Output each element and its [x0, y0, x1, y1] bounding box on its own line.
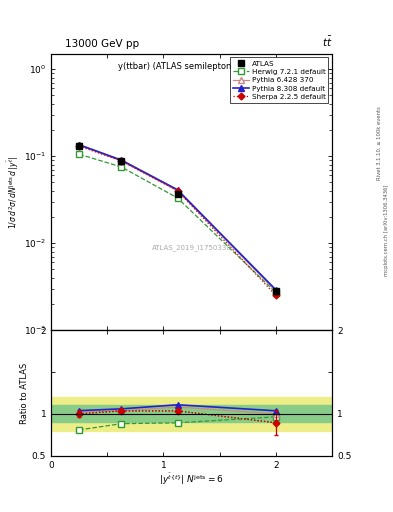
Text: $t\bar{t}$: $t\bar{t}$: [321, 34, 332, 49]
Text: Rivet 3.1.10, ≥ 100k events: Rivet 3.1.10, ≥ 100k events: [377, 106, 382, 180]
Text: ATLAS_2019_I1750330: ATLAS_2019_I1750330: [152, 244, 231, 250]
Y-axis label: Ratio to ATLAS: Ratio to ATLAS: [20, 362, 29, 423]
Bar: [51, 406, 332, 422]
Text: mcplots.cern.ch [arXiv:1306.3436]: mcplots.cern.ch [arXiv:1306.3436]: [384, 185, 389, 276]
Text: 13000 GeV pp: 13000 GeV pp: [65, 38, 139, 49]
X-axis label: $|y^{\bar{t}\{t\}}|\;N^\mathrm{jets} = 6$: $|y^{\bar{t}\{t\}}|\;N^\mathrm{jets} = 6…: [159, 471, 224, 486]
Bar: [51, 397, 332, 431]
Text: y(ttbar) (ATLAS semileptonic ttbar): y(ttbar) (ATLAS semileptonic ttbar): [118, 62, 265, 71]
Legend: ATLAS, Herwig 7.2.1 default, Pythia 6.428 370, Pythia 8.308 default, Sherpa 2.2.: ATLAS, Herwig 7.2.1 default, Pythia 6.42…: [230, 57, 329, 103]
Y-axis label: $1/\sigma\,d^2\sigma/\,dN^\mathrm{jets}\,d\,|y^{\bar{t}}|$: $1/\sigma\,d^2\sigma/\,dN^\mathrm{jets}\…: [6, 155, 21, 228]
